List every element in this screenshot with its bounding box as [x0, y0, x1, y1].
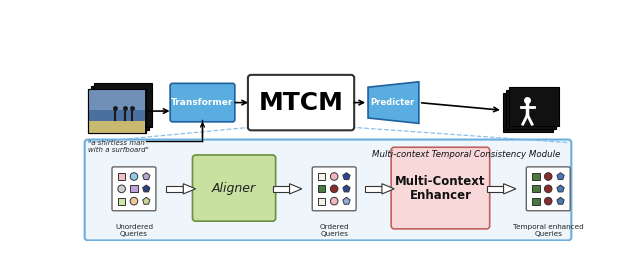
- Circle shape: [130, 173, 138, 180]
- Bar: [88, 121, 145, 133]
- Bar: [506, 90, 556, 129]
- Polygon shape: [343, 197, 350, 204]
- Bar: [88, 89, 145, 110]
- FancyBboxPatch shape: [118, 198, 125, 205]
- Polygon shape: [504, 184, 516, 194]
- FancyBboxPatch shape: [318, 173, 326, 180]
- Polygon shape: [183, 184, 196, 194]
- FancyBboxPatch shape: [312, 167, 356, 211]
- Circle shape: [330, 197, 338, 205]
- Polygon shape: [289, 184, 302, 194]
- FancyBboxPatch shape: [131, 185, 138, 192]
- Text: "a shirtless man
with a surfboard": "a shirtless man with a surfboard": [88, 140, 148, 153]
- FancyBboxPatch shape: [532, 185, 540, 192]
- FancyBboxPatch shape: [112, 167, 156, 211]
- FancyBboxPatch shape: [193, 155, 276, 221]
- Bar: [166, 186, 183, 192]
- Bar: [88, 89, 145, 133]
- Circle shape: [130, 197, 138, 205]
- Polygon shape: [557, 173, 564, 180]
- FancyBboxPatch shape: [248, 75, 354, 130]
- Circle shape: [118, 185, 125, 193]
- Circle shape: [545, 185, 552, 193]
- FancyBboxPatch shape: [532, 198, 540, 205]
- Circle shape: [545, 197, 552, 205]
- Polygon shape: [143, 185, 150, 192]
- Text: Transformer: Transformer: [172, 98, 234, 107]
- Bar: [509, 87, 559, 126]
- Bar: [94, 83, 152, 127]
- Bar: [365, 186, 382, 192]
- Bar: [486, 186, 504, 192]
- Polygon shape: [143, 173, 150, 180]
- Polygon shape: [382, 184, 394, 194]
- Polygon shape: [557, 185, 564, 192]
- Bar: [88, 109, 145, 122]
- Text: MTCM: MTCM: [259, 91, 344, 115]
- Text: Temporal enhanced
Queries: Temporal enhanced Queries: [513, 224, 584, 237]
- Bar: [273, 186, 289, 192]
- Text: Unordered
Queries: Unordered Queries: [115, 224, 153, 237]
- Polygon shape: [368, 82, 419, 123]
- Bar: [503, 93, 553, 132]
- Text: Aligner: Aligner: [212, 182, 256, 195]
- FancyBboxPatch shape: [391, 147, 490, 229]
- Text: Ordered
Queries: Ordered Queries: [319, 224, 349, 237]
- FancyBboxPatch shape: [532, 173, 540, 180]
- Polygon shape: [143, 197, 150, 204]
- Polygon shape: [343, 173, 350, 180]
- Text: Enhancer: Enhancer: [410, 189, 472, 202]
- FancyBboxPatch shape: [170, 83, 235, 122]
- Bar: [91, 86, 148, 130]
- Circle shape: [545, 173, 552, 180]
- Circle shape: [330, 185, 338, 193]
- FancyBboxPatch shape: [118, 173, 125, 180]
- FancyBboxPatch shape: [318, 198, 326, 205]
- FancyBboxPatch shape: [318, 185, 326, 192]
- FancyBboxPatch shape: [526, 167, 570, 211]
- Text: Multi-context Temporal Consistency Module: Multi-context Temporal Consistency Modul…: [372, 150, 561, 159]
- Bar: [88, 89, 145, 133]
- Text: Multi-Context: Multi-Context: [395, 175, 486, 188]
- Polygon shape: [343, 185, 350, 192]
- FancyBboxPatch shape: [84, 140, 572, 240]
- Polygon shape: [557, 197, 564, 204]
- Text: Predicter: Predicter: [371, 98, 415, 107]
- Circle shape: [330, 173, 338, 180]
